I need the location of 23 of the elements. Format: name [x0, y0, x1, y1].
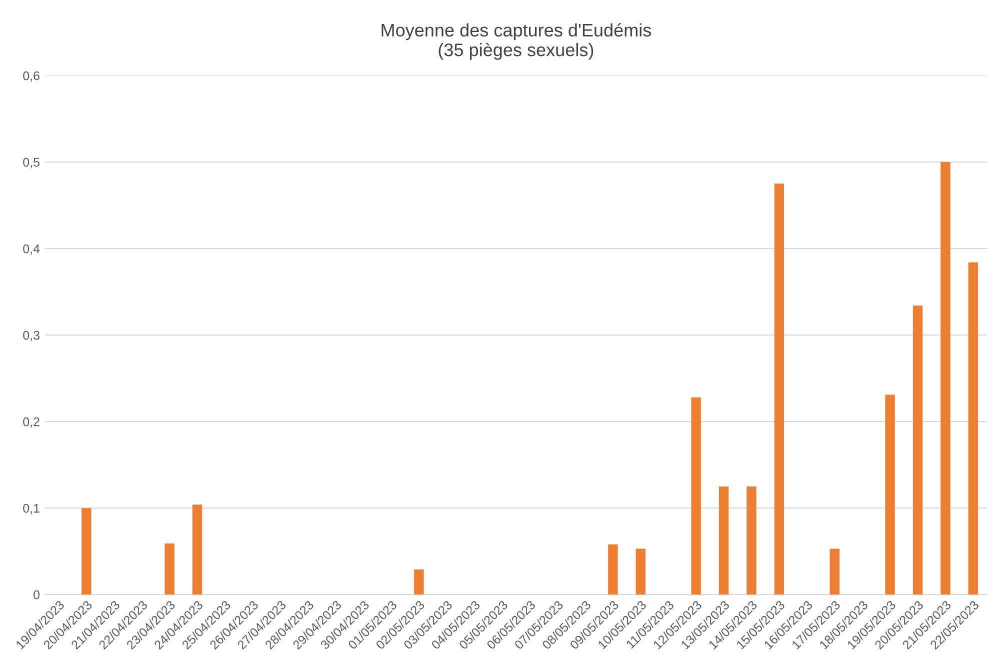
bar — [636, 548, 646, 595]
bar — [912, 306, 923, 595]
y-tick-label: 0,6 — [23, 71, 40, 82]
chart-title: Moyenne des captures d'Eudémis (35 pièges sexuels) — [382, 23, 652, 60]
bar — [164, 544, 174, 595]
y-tick-label: 0,3 — [23, 330, 40, 342]
bar — [774, 184, 784, 595]
bar — [830, 548, 840, 595]
y-tick-label: 0 — [34, 590, 40, 600]
bar — [885, 394, 895, 595]
bar — [940, 162, 950, 595]
bar — [192, 504, 202, 595]
y-tick-label: 0,2 — [23, 417, 40, 428]
bar — [968, 262, 978, 595]
bar — [82, 508, 92, 595]
bar — [414, 570, 424, 595]
bar — [718, 486, 729, 595]
bar — [608, 544, 618, 595]
y-tick-label: 0,4 — [23, 244, 40, 255]
y-tick-label: 0,1 — [23, 504, 40, 514]
y-tick-label: 0,5 — [23, 158, 40, 168]
bar — [691, 397, 701, 595]
bar — [746, 486, 756, 595]
